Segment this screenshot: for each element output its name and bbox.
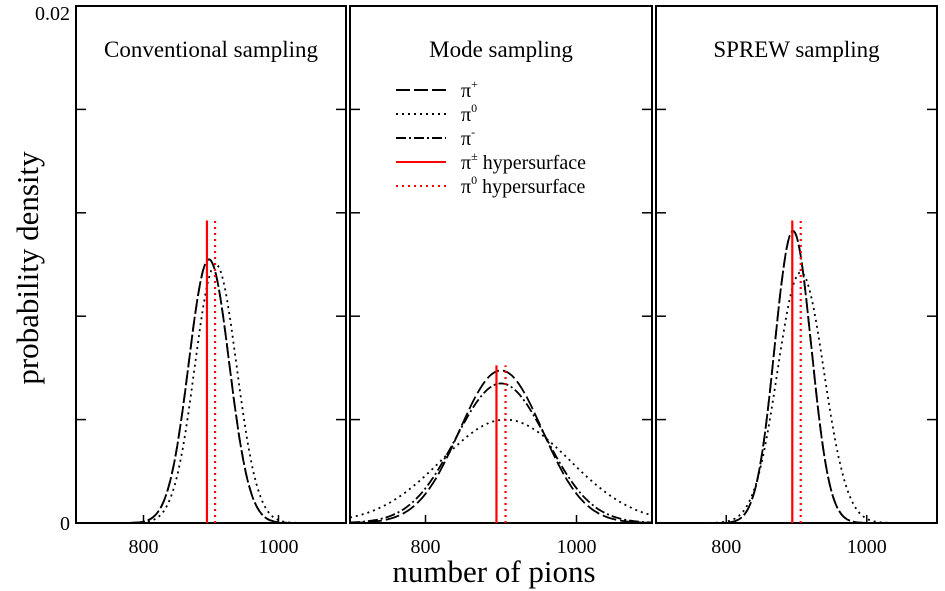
legend-entry: π+ [396, 77, 478, 102]
legend-label: π0 [461, 101, 477, 126]
series-dotted-curve [656, 271, 937, 524]
panel-3: 800 1000 SPREW sampling [655, 5, 938, 558]
legend-entry: π- [396, 125, 475, 150]
panel-title: Mode sampling [429, 37, 573, 62]
x-tick-label: 800 [411, 536, 441, 558]
x-tick-label: 1000 [259, 536, 299, 558]
legend-entry: π0 hypersurface [396, 173, 586, 198]
y-axis-label: probability density [10, 151, 45, 385]
panel-title: Conventional sampling [104, 37, 319, 62]
y-tick-label-top: 0.02 [35, 3, 70, 25]
legend-label: π± hypersurface [461, 149, 586, 174]
legend-label: π- [461, 125, 475, 150]
x-axis-label: number of pions [392, 554, 595, 589]
series-dashdot-curve [349, 382, 653, 524]
legend-entry: π0 [396, 101, 477, 126]
panel-title: SPREW sampling [713, 37, 880, 62]
panel-2: 800 1000 Mode sampling [349, 5, 653, 558]
legend-entry: π± hypersurface [396, 149, 586, 174]
legend-label: π+ [461, 77, 478, 102]
legend-label: π0 hypersurface [461, 173, 586, 198]
panel-frame [75, 5, 347, 524]
series-dotted-curve [349, 418, 653, 519]
series-dotted-curve [76, 263, 346, 524]
x-tick-label: 1000 [847, 536, 887, 558]
panel-frame [349, 5, 653, 524]
series-dashdot-curve [76, 258, 346, 524]
x-tick-label: 800 [129, 536, 159, 558]
panel-frame [655, 5, 938, 524]
series-dashdot-curve [656, 230, 937, 524]
series-dashed-curve [76, 258, 346, 524]
panel-1: 800 1000 Conventional sampling [75, 5, 347, 558]
x-tick-label: 1000 [557, 536, 597, 558]
y-tick-label-zero: 0 [60, 513, 70, 535]
x-tick-label: 800 [711, 536, 741, 558]
panels-group: 800 1000 Conventional sampling 800 1000 Mode … [75, 5, 938, 558]
series-dashed-curve [656, 230, 937, 524]
